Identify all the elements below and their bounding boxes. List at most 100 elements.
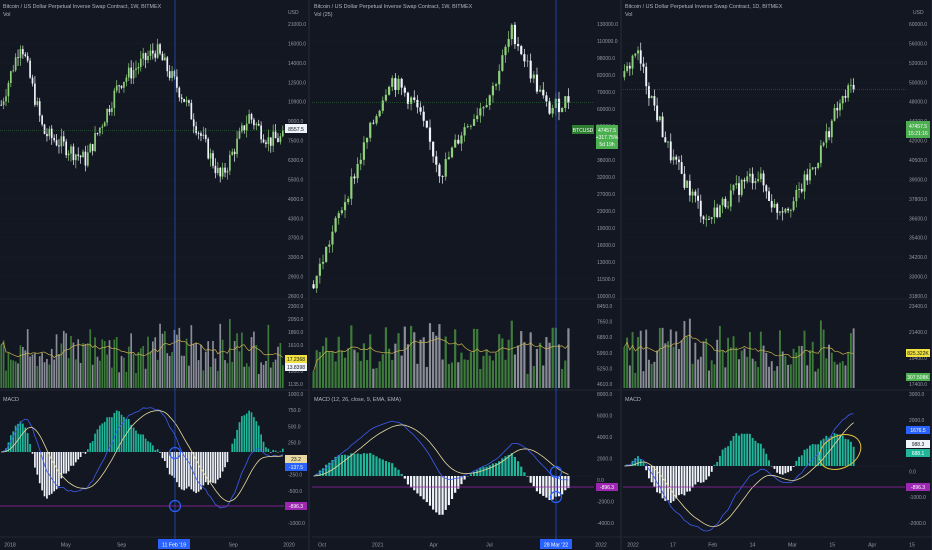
- macd-histogram-bar: [274, 450, 277, 452]
- candle-body: [400, 78, 403, 88]
- macd-tick-label: 250.0: [288, 440, 301, 446]
- macd-histogram-bar: [419, 476, 422, 497]
- macd-histogram-bar: [378, 458, 381, 476]
- macd-histogram-bar: [118, 411, 120, 452]
- date-tick-label: Apr: [430, 543, 438, 549]
- volume-bar: [108, 340, 111, 388]
- chart-1-title: Bitcoin / US Dollar Perpetual Inverse Sw…: [3, 4, 162, 10]
- volume-bar: [765, 352, 768, 388]
- volume-bar: [795, 352, 798, 388]
- chart-3-macd-value-3: 688.1: [912, 451, 925, 457]
- volume-bar: [702, 341, 705, 388]
- macd-histogram-bar: [768, 460, 770, 466]
- volume-bar: [96, 356, 99, 388]
- macd-histogram-bar: [841, 435, 844, 466]
- candle-body: [137, 67, 140, 69]
- volume-bar: [253, 331, 255, 388]
- candle-body: [494, 84, 498, 86]
- candle-body: [238, 131, 241, 139]
- volume-bar: [513, 354, 517, 388]
- macd-histogram-bar: [197, 452, 200, 492]
- volume-bar: [159, 323, 161, 388]
- candle-body: [498, 70, 501, 85]
- macd-tick-label: -2000.0: [909, 521, 926, 527]
- macd-histogram-bar: [207, 452, 210, 485]
- chart-2-macd-label: MACD (12, 26, close, 9, EMA, EMA): [314, 397, 401, 403]
- candle-body: [516, 44, 520, 47]
- volume-bar: [759, 331, 762, 388]
- candle-body: [118, 85, 120, 87]
- candle-body: [156, 44, 159, 58]
- volume-bar: [447, 363, 450, 388]
- macd-histogram-bar: [178, 452, 181, 488]
- macd-histogram-bar: [789, 466, 792, 471]
- candle-body: [22, 49, 24, 55]
- volume-bar: [29, 356, 31, 388]
- volume-bar: [830, 352, 833, 388]
- volume-bar: [197, 360, 200, 388]
- candle-body: [637, 50, 639, 54]
- macd-histogram-bar: [176, 452, 178, 483]
- macd-tick-label: -1000.0: [909, 495, 926, 501]
- macd-histogram-bar: [204, 452, 207, 483]
- macd-histogram-bar: [776, 466, 779, 473]
- volume-tick-label: 7650.0: [597, 320, 613, 326]
- volume-bar: [792, 348, 795, 388]
- volume-bar: [403, 326, 406, 388]
- volume-bar: [2, 340, 5, 388]
- candle-body: [233, 151, 236, 155]
- candle-body: [811, 167, 814, 170]
- macd-histogram-bar: [759, 443, 762, 466]
- macd-tick-label: 0.0: [597, 478, 604, 484]
- chart-1-plot: [0, 0, 310, 550]
- candle-body: [343, 202, 347, 211]
- candle-body: [710, 217, 713, 220]
- macd-histogram-bar: [773, 466, 776, 469]
- candle-body: [504, 46, 507, 56]
- macd-histogram-bar: [567, 476, 570, 489]
- macd-histogram-bar: [347, 455, 350, 476]
- macd-histogram-bar: [642, 462, 645, 466]
- chart-3-macd-value-4: -896.3: [911, 485, 925, 491]
- macd-histogram-bar: [67, 452, 70, 472]
- candle-body: [435, 156, 438, 165]
- macd-histogram-bar: [89, 442, 92, 452]
- macd-histogram-bar: [147, 441, 149, 452]
- macd-histogram-bar: [800, 455, 803, 466]
- macd-histogram-bar: [428, 476, 432, 506]
- macd-histogram-bar: [151, 445, 154, 452]
- date-tick-label: Jul: [486, 543, 493, 549]
- macd-histogram-bar: [219, 452, 222, 478]
- chart-2-circle-upper: [549, 465, 563, 479]
- candle-body: [43, 124, 46, 134]
- macd-histogram-bar: [479, 468, 482, 476]
- volume-bar: [176, 334, 178, 388]
- price-tick-label: 33000.0: [909, 275, 927, 281]
- volume-bar: [219, 323, 222, 388]
- macd-histogram-bar: [697, 466, 700, 482]
- volume-bar: [106, 354, 108, 388]
- chart-2-cursor-date-tag: [540, 539, 572, 549]
- volume-bar: [5, 370, 7, 388]
- candle-body: [476, 115, 479, 120]
- volume-bar: [147, 336, 149, 388]
- volume-bar: [168, 356, 171, 388]
- volume-bar: [849, 333, 852, 388]
- macd-histogram-bar: [253, 417, 255, 452]
- chart-2-plot: [312, 0, 622, 550]
- candle-body: [72, 146, 75, 161]
- candle-body: [849, 84, 852, 86]
- volume-bar: [72, 342, 75, 388]
- volume-bar: [836, 364, 839, 388]
- chart-2-ticker-tag: [572, 125, 594, 134]
- macd-histogram-bar: [53, 452, 55, 492]
- macd-histogram-bar: [844, 438, 847, 466]
- macd-histogram-bar: [43, 452, 46, 497]
- candle-body: [166, 57, 169, 72]
- volume-bar: [183, 355, 185, 388]
- volume-bar: [817, 368, 820, 388]
- price-tick-label: 31800.0: [909, 294, 927, 300]
- chart-1-price-unit: USD: [288, 10, 299, 16]
- candle-body: [833, 107, 836, 121]
- volume-bar: [185, 338, 188, 388]
